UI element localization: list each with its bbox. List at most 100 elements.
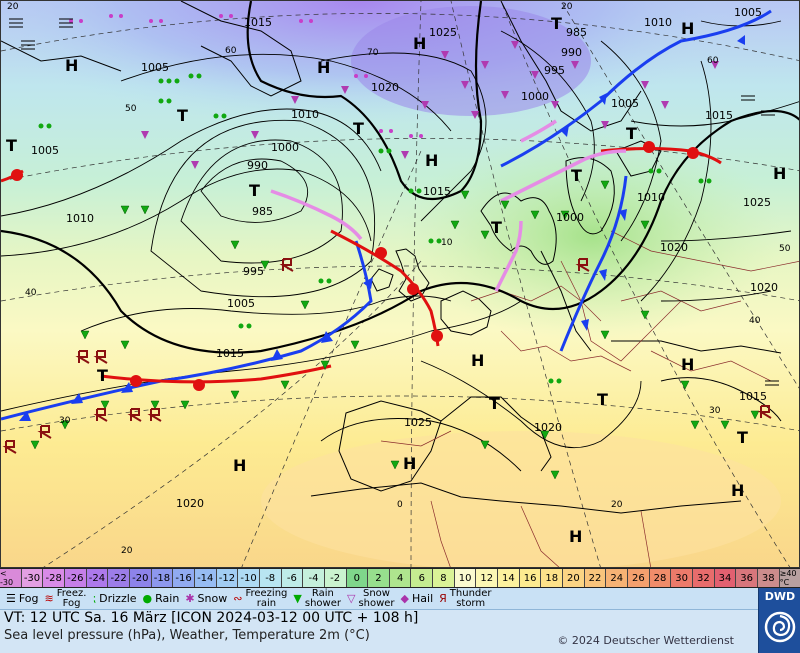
rain-icon: ● bbox=[142, 592, 153, 605]
colorbar-cell: -2 bbox=[324, 569, 347, 587]
legend-label: Freezing rain bbox=[245, 587, 288, 609]
low-center: T bbox=[97, 366, 108, 385]
colorbar-cell: 10 bbox=[454, 569, 477, 587]
isobar-label: 1015 bbox=[739, 390, 767, 403]
isobar-bold bbox=[1, 1, 799, 354]
isobar-label: 995 bbox=[544, 64, 565, 77]
colorbar-cell: -28 bbox=[43, 569, 65, 587]
grid-label: 20 bbox=[121, 546, 133, 556]
grid-label: 30 bbox=[709, 406, 721, 416]
isobar-label: 1025 bbox=[429, 26, 457, 39]
colorbar-cell: 6 bbox=[411, 569, 434, 587]
grid-label: 70 bbox=[367, 48, 379, 58]
grid-label: 20 bbox=[561, 2, 573, 12]
isobar-label: 1000 bbox=[521, 90, 549, 103]
isobar-label: 1005 bbox=[227, 297, 255, 310]
weather-symbols bbox=[2, 14, 772, 480]
dwd-swirl-icon bbox=[764, 611, 796, 643]
high-center: H bbox=[681, 355, 694, 374]
low-center: T bbox=[353, 119, 364, 138]
legend-item: ☰ Fog bbox=[6, 592, 39, 605]
high-pressure-centers: H H H H H H H H H H H H bbox=[65, 19, 786, 546]
isobar-label: 1000 bbox=[271, 141, 299, 154]
colorbar-cell: -16 bbox=[173, 569, 195, 587]
map-canvas: 1015 1025 1010 1005 1005 990 985 995 100… bbox=[1, 1, 799, 567]
occluded-fronts bbox=[270, 119, 627, 292]
isobar-label: 1015 bbox=[244, 16, 272, 29]
high-center: H bbox=[403, 454, 416, 473]
colorbar-cell: -18 bbox=[151, 569, 174, 587]
grid-label: 10 bbox=[441, 238, 453, 248]
high-center: H bbox=[773, 164, 786, 183]
colorbar-cell: < -30 bbox=[0, 569, 22, 587]
low-center: T bbox=[551, 14, 562, 33]
isobar-label: 1025 bbox=[404, 416, 432, 429]
snow-shower-icon: ▽ bbox=[346, 592, 356, 605]
isobar-label: 1005 bbox=[611, 97, 639, 110]
chart-subtitle: Sea level pressure (hPa), Weather, Tempe… bbox=[4, 628, 370, 643]
colorbar-cell: -12 bbox=[216, 569, 239, 587]
colorbar-cell: 16 bbox=[519, 569, 542, 587]
high-center: H bbox=[681, 19, 694, 38]
colorbar-cell: 26 bbox=[628, 569, 650, 587]
hail-icon: ◆ bbox=[400, 592, 410, 605]
low-center: T bbox=[249, 181, 260, 200]
isobar-label: 1015 bbox=[216, 347, 244, 360]
isobar-label: 1025 bbox=[743, 196, 771, 209]
grid-label: 20 bbox=[7, 2, 19, 12]
isobar-label: 1005 bbox=[31, 144, 59, 157]
isobar-label: 1005 bbox=[141, 61, 169, 74]
colorbar-cell: 4 bbox=[389, 569, 412, 587]
low-center: T bbox=[737, 428, 748, 447]
high-center: H bbox=[569, 527, 582, 546]
low-pressure-centers: T T T T T T T T T T T T bbox=[6, 14, 748, 447]
colorbar-cell: -26 bbox=[64, 569, 87, 587]
synoptic-map: 1015 1025 1010 1005 1005 990 985 995 100… bbox=[0, 0, 800, 568]
low-center: T bbox=[491, 218, 502, 237]
legend-item: ⁏ Drizzle bbox=[92, 592, 136, 605]
legend-label: Snow bbox=[197, 592, 228, 605]
colorbar-cell: -8 bbox=[259, 569, 282, 587]
isobar-label: 1015 bbox=[705, 109, 733, 122]
freezing-rain-icon: ∾ bbox=[233, 592, 243, 605]
legend-item: ◆ Hail bbox=[401, 592, 434, 605]
grid-label: 20 bbox=[611, 500, 623, 510]
colorbar-cell: -24 bbox=[86, 569, 109, 587]
colorbar-cell: -20 bbox=[129, 569, 152, 587]
isobar-label: 1010 bbox=[291, 108, 319, 121]
isobar-label: 1020 bbox=[750, 281, 778, 294]
colorbar-cell: 18 bbox=[541, 569, 564, 587]
isobar-label: 1010 bbox=[66, 212, 94, 225]
high-center: H bbox=[413, 34, 426, 53]
colorbar-cell: 28 bbox=[649, 569, 672, 587]
chart-footer: VT: 12 UTC Sa. 16 März [ICON 2024-03-12 … bbox=[0, 610, 758, 653]
grid-label: 40 bbox=[749, 316, 761, 326]
cold-core-greenland bbox=[351, 6, 591, 116]
high-center: H bbox=[731, 481, 744, 500]
high-center: H bbox=[425, 151, 438, 170]
colorbar-cell: 30 bbox=[671, 569, 693, 587]
isobar-labels: 1015 1025 1010 1005 1005 990 985 995 100… bbox=[31, 6, 778, 510]
low-center: T bbox=[597, 390, 608, 409]
colorbar-cell: -14 bbox=[194, 569, 217, 587]
isobar-label: 1020 bbox=[176, 497, 204, 510]
legend-label: Rain shower bbox=[304, 587, 341, 609]
freezing-fog-icon: ≋ bbox=[44, 592, 54, 605]
colorbar-cell: -6 bbox=[281, 569, 304, 587]
legend-item: Я Thunder storm bbox=[439, 588, 491, 609]
grid-label: 50 bbox=[125, 104, 137, 114]
warm-sahara-field bbox=[261, 431, 781, 567]
low-center: T bbox=[177, 106, 188, 125]
grid-label: 50 bbox=[779, 244, 791, 254]
legend-item: ✱ Snow bbox=[185, 592, 227, 605]
temperature-colorbar: < -30 -30 -28 -26 -24 -22 -20 -18 -16 -14 -12 -10 -8… bbox=[0, 568, 800, 588]
isobar-label: 1020 bbox=[660, 241, 688, 254]
dwd-logo: DWD bbox=[758, 588, 800, 653]
fog-icon: ☰ bbox=[6, 592, 16, 605]
high-center: H bbox=[233, 456, 246, 475]
isobar-label: 1020 bbox=[534, 421, 562, 434]
drizzle-icon: ⁏ bbox=[92, 592, 97, 605]
high-center: H bbox=[471, 351, 484, 370]
colorbar-cell: 32 bbox=[693, 569, 715, 587]
isobar-label: 990 bbox=[247, 159, 268, 172]
